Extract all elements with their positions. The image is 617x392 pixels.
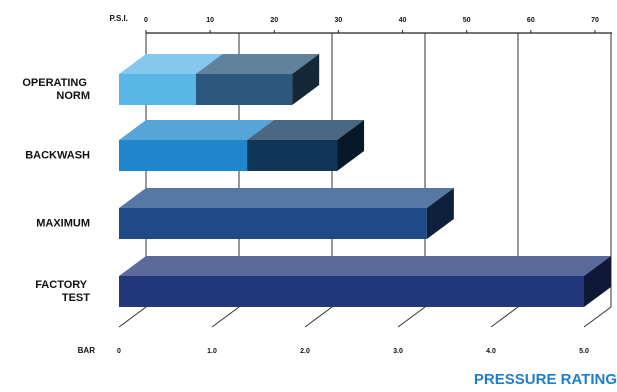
- bar-front: [119, 140, 248, 171]
- psi-tick-label: 20: [270, 17, 278, 24]
- bar-top: [195, 54, 320, 74]
- psi-tick-label: 50: [463, 17, 471, 24]
- bar-tick-label: 2.0: [300, 348, 310, 355]
- bar-front: [195, 74, 293, 105]
- bar-segment: [247, 120, 365, 171]
- bar-tick-label: 1.0: [207, 348, 217, 355]
- category-label: MAXIMUM: [36, 217, 90, 229]
- psi-tick-label: 40: [399, 17, 407, 24]
- category-label-line: NORM: [56, 90, 90, 102]
- bar-segment: [119, 256, 611, 307]
- bar-top: [119, 54, 223, 74]
- category-label: OPERATING NORM: [22, 77, 90, 102]
- bar-top: [119, 188, 454, 208]
- bar-top: [247, 120, 365, 140]
- category-label-line: TEST: [62, 292, 90, 304]
- bar-tick-label: 0: [117, 348, 121, 355]
- bar-front: [119, 276, 584, 307]
- bar-side: [337, 120, 365, 171]
- bar-side: [292, 54, 320, 105]
- bar-front: [119, 208, 427, 239]
- bar-segment: [195, 54, 320, 105]
- grid-line: [583, 33, 612, 328]
- bar-tick-label: 5.0: [579, 348, 589, 355]
- category-label-line: OPERATING: [22, 77, 90, 89]
- psi-tick-label: 60: [527, 17, 535, 24]
- bar-side: [584, 256, 611, 307]
- bar-tick-label: 4.0: [486, 348, 496, 355]
- category-label-line: FACTORY: [35, 279, 90, 291]
- bar-axis-label: BAR: [78, 346, 96, 355]
- category-label: BACKWASH: [25, 149, 90, 161]
- psi-axis-label: P.S.I.: [109, 14, 128, 23]
- psi-tick-label: 70: [591, 17, 599, 24]
- bar-side: [426, 188, 454, 239]
- bar-front: [247, 140, 338, 171]
- bar-front: [119, 74, 196, 105]
- chart-title: PRESSURE RATING: [474, 371, 617, 388]
- category-label: FACTORY TEST: [35, 279, 90, 304]
- bar-segment: [119, 188, 454, 239]
- bar-top: [119, 120, 275, 140]
- psi-tick-label: 0: [144, 17, 148, 24]
- bar-tick-label: 3.0: [393, 348, 403, 355]
- psi-tick-label: 30: [335, 17, 343, 24]
- bar-top: [119, 256, 611, 276]
- psi-tick-label: 10: [206, 17, 214, 24]
